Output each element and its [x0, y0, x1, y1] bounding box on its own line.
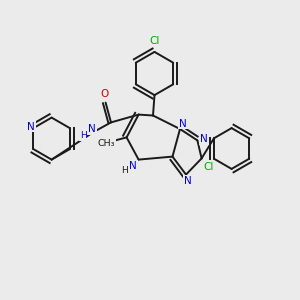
Text: H: H — [121, 166, 128, 175]
Text: N: N — [179, 118, 187, 129]
Text: N: N — [184, 176, 191, 186]
Text: N: N — [200, 134, 208, 144]
Text: N: N — [129, 161, 137, 171]
Text: H: H — [80, 131, 86, 140]
Text: N: N — [88, 124, 96, 134]
Text: Cl: Cl — [203, 162, 214, 172]
Text: Cl: Cl — [149, 36, 160, 46]
Text: N: N — [27, 122, 35, 132]
Text: O: O — [100, 89, 108, 99]
Text: CH₃: CH₃ — [98, 139, 115, 148]
